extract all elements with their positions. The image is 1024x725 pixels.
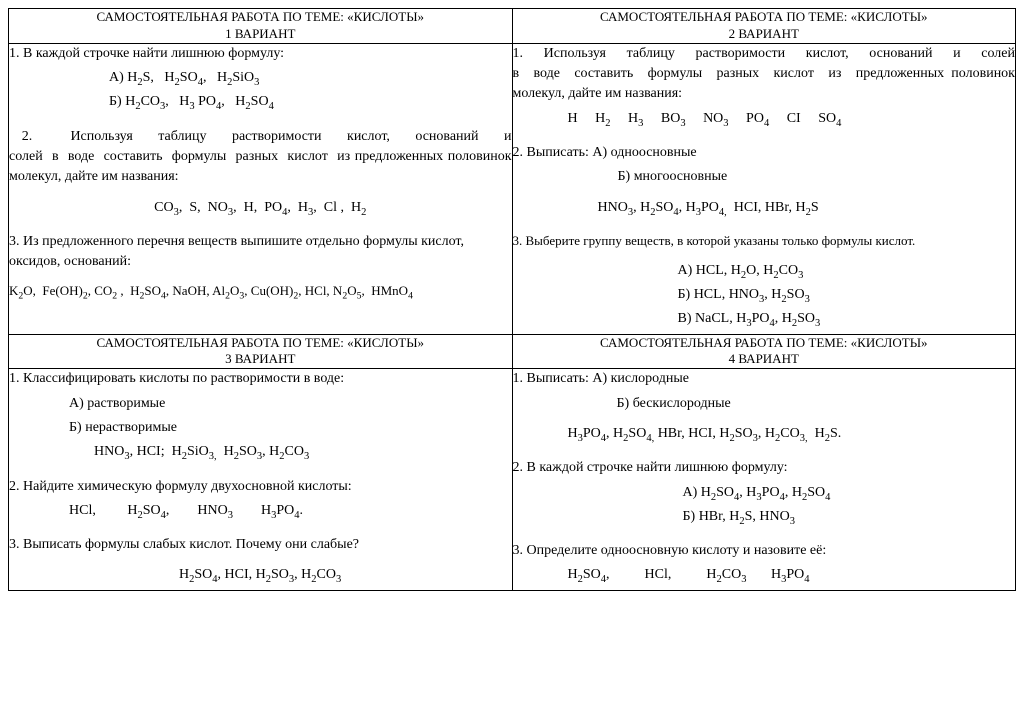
v2-q3-intro: 3. Выберите группу веществ, в которой ук…: [513, 232, 1016, 251]
v1-q2-parts: CO3, S, NO3, H, PO4, H3, Cl , H2: [9, 198, 512, 218]
header-v4: САМОСТОЯТЕЛЬНАЯ РАБОТА ПО ТЕМЕ: «КИСЛОТЫ…: [512, 334, 1016, 369]
v4-q2-a: А) H2SO4, H3PO4, H2SO4: [513, 483, 1016, 503]
variant-label: 3 ВАРИАНТ: [225, 351, 295, 366]
v4-q3-list: H2SO4, HCl, H2CO3 H3PO4: [513, 565, 1016, 585]
v1-q1-b: Б) H2CO3, H3 PO4, H2SO4: [9, 92, 512, 112]
v2-q3-a: А) HCL, H2O, H2CO3: [513, 261, 1016, 281]
title-text: САМОСТОЯТЕЛЬНАЯ РАБОТА ПО ТЕМЕ: «КИСЛОТЫ…: [96, 335, 424, 350]
v4-q2-intro: 2. В каждой строчке найти лишнюю формулу…: [513, 458, 1016, 478]
v3-q2-list: HCl, H2SO4, HNO3 H3PO4.: [9, 501, 512, 521]
title-text: САМОСТОЯТЕЛЬНАЯ РАБОТА ПО ТЕМЕ: «КИСЛОТЫ…: [96, 9, 424, 24]
v3-q3-intro: 3. Выписать формулы слабых кислот. Почем…: [9, 535, 512, 555]
title-text: САМОСТОЯТЕЛЬНАЯ РАБОТА ПО ТЕМЕ: «КИСЛОТЫ…: [600, 9, 928, 24]
v3-q2-intro: 2. Найдите химическую формулу двухосновн…: [9, 477, 512, 497]
v2-q2-intro: 2. Выписать: А) одноосновные: [513, 143, 1016, 163]
v2-q2-b: Б) многоосновные: [513, 167, 1016, 187]
header-v1: САМОСТОЯТЕЛЬНАЯ РАБОТА ПО ТЕМЕ: «КИСЛОТЫ…: [9, 9, 513, 44]
v4-q1-b: Б) бескислородные: [513, 394, 1016, 414]
v4-q3-intro: 3. Определите одноосновную кислоту и наз…: [513, 541, 1016, 561]
v3-q1-list: HNO3, HCI; H2SiO3, H2SO3, H2CO3: [9, 442, 512, 462]
header-v3: САМОСТОЯТЕЛЬНАЯ РАБОТА ПО ТЕМЕ: «КИСЛОТЫ…: [9, 334, 513, 369]
cell-v3: 1. Классифицировать кислоты по растворим…: [9, 369, 513, 590]
v3-q1-a: А) растворимые: [9, 394, 512, 414]
v3-q3-list: H2SO4, HCI, H2SO3, H2CO3: [9, 565, 512, 585]
v4-q1-list: H3PO4, H2SO4, HBr, HCI, H2SO3, H2CO3, H2…: [513, 424, 1016, 444]
v4-q2-b: Б) HBr, H2S, HNO3: [513, 507, 1016, 527]
cell-v1: 1. В каждой строчке найти лишнюю формулу…: [9, 43, 513, 334]
cell-v2: 1. Используя таблицу растворимости кисло…: [512, 43, 1016, 334]
variant-label: 1 ВАРИАНТ: [225, 26, 295, 41]
v2-q1-parts: H H2 H3 BO3 NO3 PO4 CI SO4: [513, 109, 1016, 129]
v1-q1-a: А) H2S, H2SO4, H2SiO3: [9, 68, 512, 88]
v1-q3-intro: 3. Из предложенного перечня веществ выпи…: [9, 232, 512, 273]
v2-q1-intro: 1. Используя таблицу растворимости кисло…: [513, 44, 1016, 105]
variant-label: 2 ВАРИАНТ: [729, 26, 799, 41]
title-text: САМОСТОЯТЕЛЬНАЯ РАБОТА ПО ТЕМЕ: «КИСЛОТЫ…: [600, 335, 928, 350]
v1-q1-intro: 1. В каждой строчке найти лишнюю формулу…: [9, 44, 512, 64]
v1-q2-intro: 2. Используя таблицу растворимости кисло…: [9, 127, 512, 188]
cell-v4: 1. Выписать: А) кислородные Б) бескислор…: [512, 369, 1016, 590]
header-v2: САМОСТОЯТЕЛЬНАЯ РАБОТА ПО ТЕМЕ: «КИСЛОТЫ…: [512, 9, 1016, 44]
worksheet-table: САМОСТОЯТЕЛЬНАЯ РАБОТА ПО ТЕМЕ: «КИСЛОТЫ…: [8, 8, 1016, 591]
v2-q3-v: В) NaCL, H3PO4, H2SO3: [513, 309, 1016, 329]
v2-q2-list: HNO3, H2SO4, H3PO4, HCI, HBr, H2S: [513, 198, 1016, 218]
v4-q1-intro: 1. Выписать: А) кислородные: [513, 369, 1016, 389]
v2-q3-b: Б) HCL, HNO3, H2SO3: [513, 285, 1016, 305]
v3-q1-intro: 1. Классифицировать кислоты по растворим…: [9, 369, 512, 389]
variant-label: 4 ВАРИАНТ: [729, 351, 799, 366]
v1-q3-list: K2O, Fe(OH)2, CO2 , H2SO4, NaOH, Al2O3, …: [9, 282, 512, 301]
v3-q1-b: Б) нерастворимые: [9, 418, 512, 438]
